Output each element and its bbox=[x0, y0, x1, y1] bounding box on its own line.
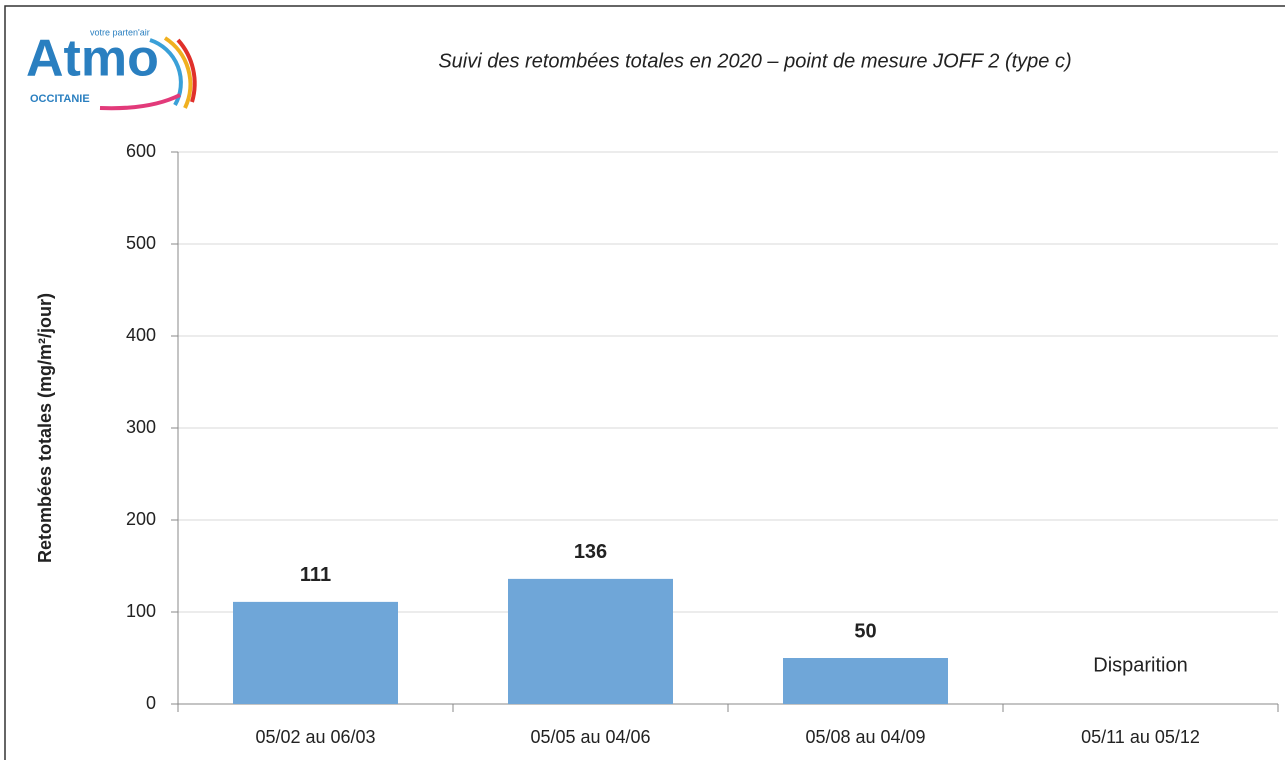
logo-arc bbox=[163, 36, 193, 109]
logo: Atmo votre parten'air OCCITANIE bbox=[26, 27, 197, 111]
y-tick-label: 500 bbox=[126, 233, 156, 253]
y-tick-label: 600 bbox=[126, 141, 156, 161]
x-tick-label: 05/08 au 04/09 bbox=[805, 727, 925, 747]
data-label: 111 bbox=[300, 564, 331, 586]
annotation: Disparition bbox=[1093, 654, 1187, 676]
logo-region: OCCITANIE bbox=[30, 93, 90, 105]
y-tick-label: 400 bbox=[126, 325, 156, 345]
y-tick-label: 100 bbox=[126, 601, 156, 621]
bar bbox=[783, 658, 948, 704]
logo-tagline: votre parten'air bbox=[90, 27, 150, 37]
bar bbox=[233, 601, 398, 704]
x-tick-label: 05/11 au 05/12 bbox=[1081, 727, 1200, 747]
logo-brand: Atmo bbox=[26, 30, 159, 88]
y-tick-label: 0 bbox=[146, 693, 156, 713]
y-tick-label: 200 bbox=[126, 509, 156, 529]
frame bbox=[4, 5, 1285, 760]
y-tick-label: 300 bbox=[126, 417, 156, 437]
x-tick-label: 05/02 au 06/03 bbox=[255, 727, 375, 747]
logo-arc bbox=[176, 38, 197, 103]
bar bbox=[508, 578, 673, 704]
data-label: 50 bbox=[854, 620, 876, 642]
data-label: 136 bbox=[574, 541, 607, 563]
y-axis-label: Retombées totales (mg/m²/jour) bbox=[35, 293, 55, 563]
x-tick-label: 05/05 au 04/06 bbox=[530, 727, 650, 747]
logo-arc bbox=[99, 93, 181, 111]
chart-title: Suivi des retombées totales en 2020 – po… bbox=[438, 50, 1071, 72]
